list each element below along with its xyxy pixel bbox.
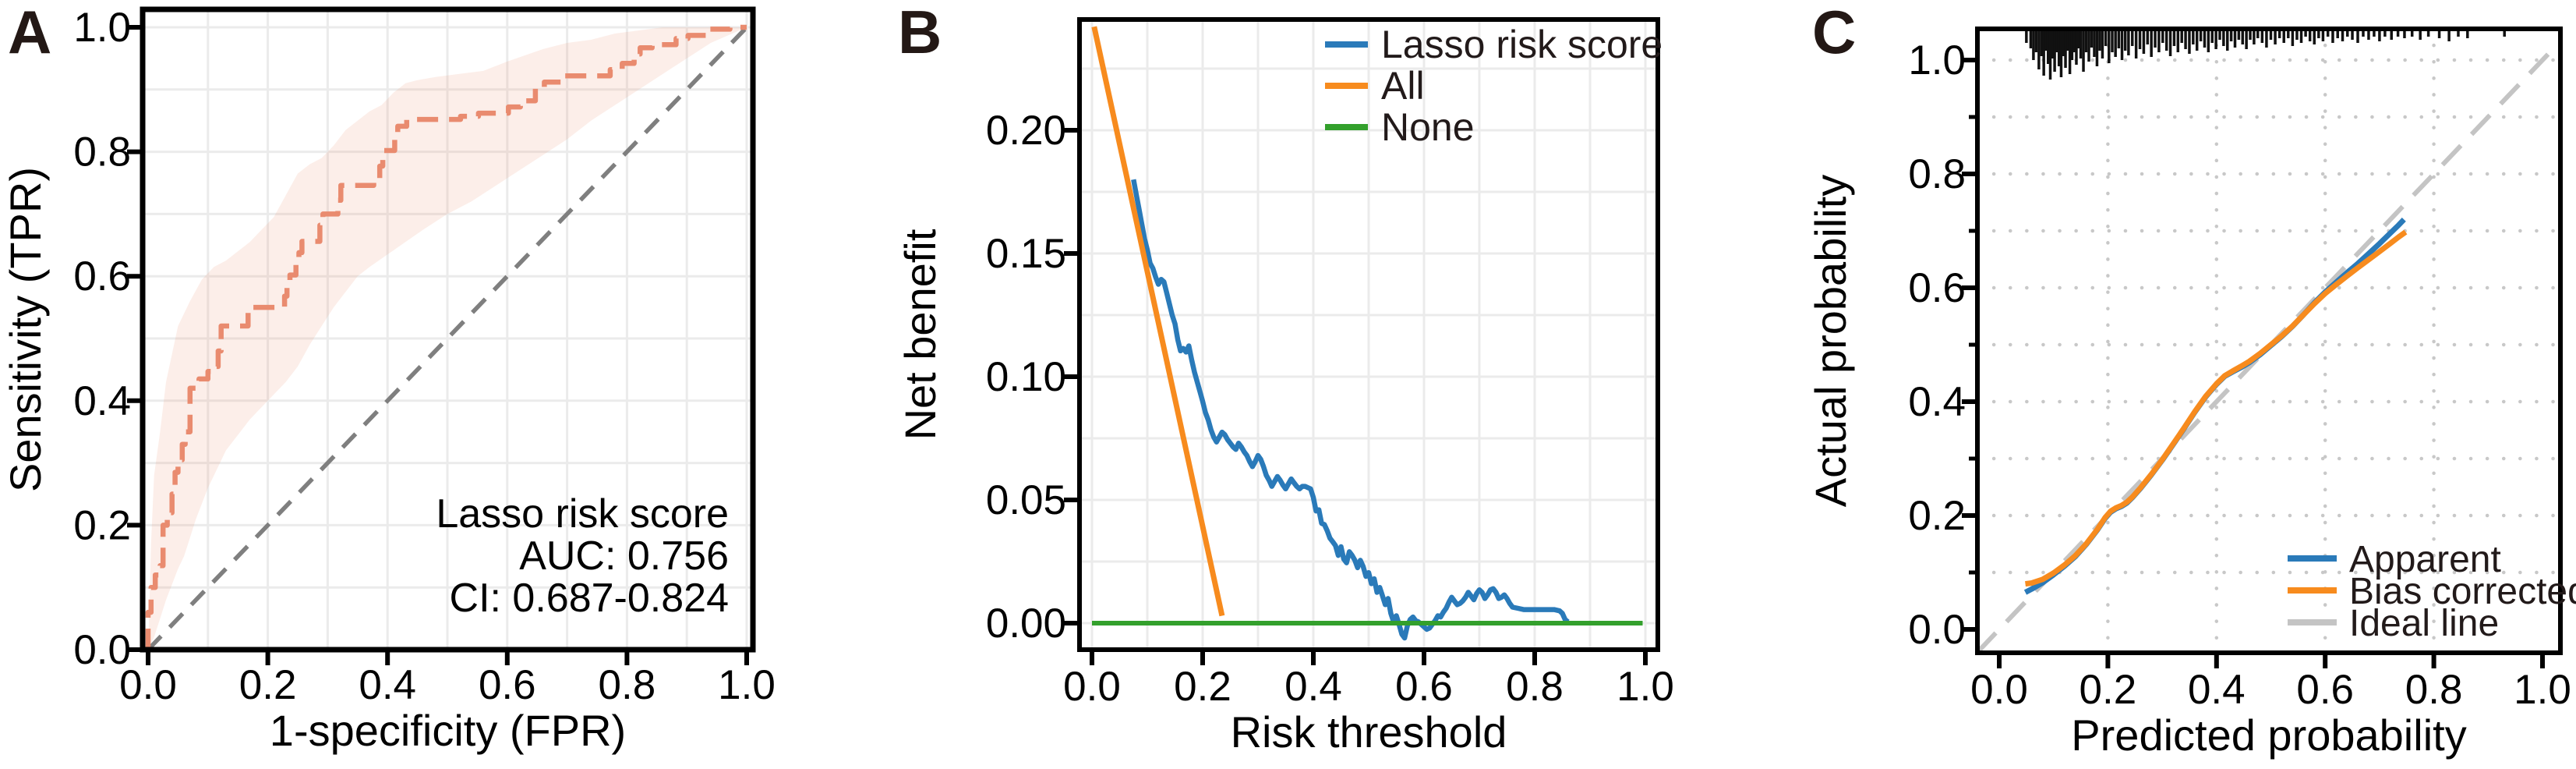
plot-C: 0.0 0.2 0.4 0.6 0.8 1.0 0.0 0.2 0.4 0.6 0.8 1.0 Pred… bbox=[1806, 27, 2576, 760]
x-tick-label: 0.2 bbox=[2080, 667, 2137, 713]
y-tick-label: 0.0 bbox=[1908, 607, 1966, 653]
y-tick-label: 0.6 bbox=[73, 253, 131, 299]
all bbox=[1091, 26, 1225, 617]
x-tick-label: 0.6 bbox=[2296, 667, 2354, 713]
x-tick-label: 1.0 bbox=[2514, 667, 2571, 713]
gridlines bbox=[143, 9, 753, 650]
x-tick-label: 0.8 bbox=[599, 662, 656, 708]
legend-label: All bbox=[1381, 64, 1425, 108]
annotation-line: Lasso risk score bbox=[436, 491, 729, 537]
legend-label: Bias corrected bbox=[2349, 571, 2576, 612]
panel-c-calibration: 0.0 0.2 0.4 0.6 0.8 1.0 0.0 0.2 0.4 0.6 0.8 1.0 Pred… bbox=[1715, 0, 2576, 769]
y-tick-label: 0.10 bbox=[986, 354, 1066, 400]
panel-a-roc-curve: 0.0 0.2 0.4 0.6 0.8 1.0 0.0 0.2 0.4 0.6 0.8 1.0 1-sp… bbox=[0, 0, 857, 769]
panel-b-letter: B bbox=[898, 0, 942, 66]
x-tick-label: 0.2 bbox=[239, 662, 297, 708]
decision-curve-plot: 0.0 0.2 0.4 0.6 0.8 1.0 0.00 0.05 0.10 0.15 0.20 Ri… bbox=[896, 17, 1674, 757]
plot-A: 0.0 0.2 0.4 0.6 0.8 1.0 0.0 0.2 0.4 0.6 0.8 1.0 1-sp… bbox=[1, 5, 776, 755]
bias-corrected bbox=[2025, 229, 2408, 587]
x-axis-title: Predicted probability bbox=[2071, 711, 2466, 760]
annotation-line: AUC: 0.756 bbox=[519, 533, 729, 579]
x-tick-label: 0.4 bbox=[359, 662, 416, 708]
plot-frame bbox=[140, 6, 756, 653]
y-axis-title: Net benefit bbox=[896, 229, 945, 440]
x-tick-label: 0.8 bbox=[1506, 664, 1564, 710]
legend-label: None bbox=[1381, 105, 1475, 149]
calibration-plot: 0.0 0.2 0.4 0.6 0.8 1.0 0.0 0.2 0.4 0.6 0.8 1.0 Pred… bbox=[1806, 27, 2576, 760]
y-tick-label: 0.0 bbox=[73, 627, 131, 673]
y-tick-label: 0.6 bbox=[1908, 265, 1966, 311]
axis-ticks: 0.0 0.2 0.4 0.6 0.8 1.0 0.0 0.2 0.4 0.6 0.8 1.0 bbox=[73, 5, 776, 708]
y-tick-label: 0.2 bbox=[73, 502, 131, 548]
axis-ticks: 0.0 0.2 0.4 0.6 0.8 1.0 0.00 0.05 0.10 0.15 0.20 bbox=[986, 108, 1674, 710]
plot-B: 0.0 0.2 0.4 0.6 0.8 1.0 0.00 0.05 0.10 0.15 0.20 Ri… bbox=[896, 17, 1674, 757]
y-tick-label: 0.15 bbox=[986, 231, 1066, 277]
plot-frame bbox=[1077, 17, 1660, 652]
gridlines bbox=[1080, 19, 1658, 650]
legend-label: Lasso risk score bbox=[1381, 23, 1663, 66]
series bbox=[145, 24, 748, 651]
y-tick-label: 0.4 bbox=[1908, 379, 1966, 425]
plot-frame bbox=[1975, 27, 2563, 655]
x-tick-label: 0.4 bbox=[2188, 667, 2246, 713]
ideal-line bbox=[1975, 41, 2561, 654]
x-tick-label: 0.2 bbox=[1174, 664, 1231, 710]
x-tick-label: 0.6 bbox=[1395, 664, 1453, 710]
x-tick-label: 0.0 bbox=[1063, 664, 1121, 710]
y-tick-label: 0.05 bbox=[986, 477, 1066, 523]
legend-label: Apparent bbox=[2349, 539, 2501, 580]
x-tick-label: 0.6 bbox=[479, 662, 536, 708]
gridlines bbox=[1975, 27, 2563, 655]
ci-band bbox=[148, 27, 747, 650]
series bbox=[1091, 26, 1643, 641]
x-tick-label: 0.4 bbox=[1284, 664, 1342, 710]
y-tick-label: 0.20 bbox=[986, 108, 1066, 154]
panel-b-decision-curve: 0.0 0.2 0.4 0.6 0.8 1.0 0.00 0.05 0.10 0.15 0.20 Ri… bbox=[857, 0, 1715, 769]
roc-curve bbox=[145, 24, 747, 650]
x-tick-label: 0.8 bbox=[2405, 667, 2463, 713]
y-tick-label: 1.0 bbox=[1908, 37, 1966, 83]
y-tick-label: 0.2 bbox=[1908, 493, 1966, 539]
legend-label: Ideal line bbox=[2349, 603, 2499, 644]
y-tick-label: 0.8 bbox=[73, 129, 131, 175]
roc-plot: 0.0 0.2 0.4 0.6 0.8 1.0 0.0 0.2 0.4 0.6 0.8 1.0 1-sp… bbox=[1, 5, 776, 755]
y-tick-label: 0.8 bbox=[1908, 151, 1966, 197]
panel-c-letter: C bbox=[1812, 0, 1857, 66]
chance-diagonal bbox=[147, 26, 748, 651]
y-axis-title: Sensitivity (TPR) bbox=[1, 167, 50, 492]
y-tick-label: 0.00 bbox=[986, 601, 1066, 647]
annotation-line: CI: 0.687-0.824 bbox=[450, 576, 729, 621]
x-axis-title: 1-specificity (FPR) bbox=[270, 706, 626, 755]
axis-ticks: 0.0 0.2 0.4 0.6 0.8 1.0 0.0 0.2 0.4 0.6 0.8 1.0 bbox=[1908, 37, 2571, 713]
lasso-risk-score bbox=[1131, 179, 1570, 641]
x-tick-label: 1.0 bbox=[1617, 664, 1674, 710]
y-axis-title: Actual probability bbox=[1806, 175, 1855, 507]
x-tick-label: 0.0 bbox=[1970, 667, 2028, 713]
x-tick-label: 0.0 bbox=[119, 662, 177, 708]
x-tick-label: 1.0 bbox=[718, 662, 776, 708]
x-axis-title: Risk threshold bbox=[1231, 707, 1507, 757]
panel-a-letter: A bbox=[8, 0, 52, 66]
y-tick-label: 1.0 bbox=[73, 5, 131, 51]
rug-marks bbox=[2025, 29, 2506, 80]
y-tick-label: 0.4 bbox=[73, 378, 131, 424]
series bbox=[1975, 41, 2561, 654]
